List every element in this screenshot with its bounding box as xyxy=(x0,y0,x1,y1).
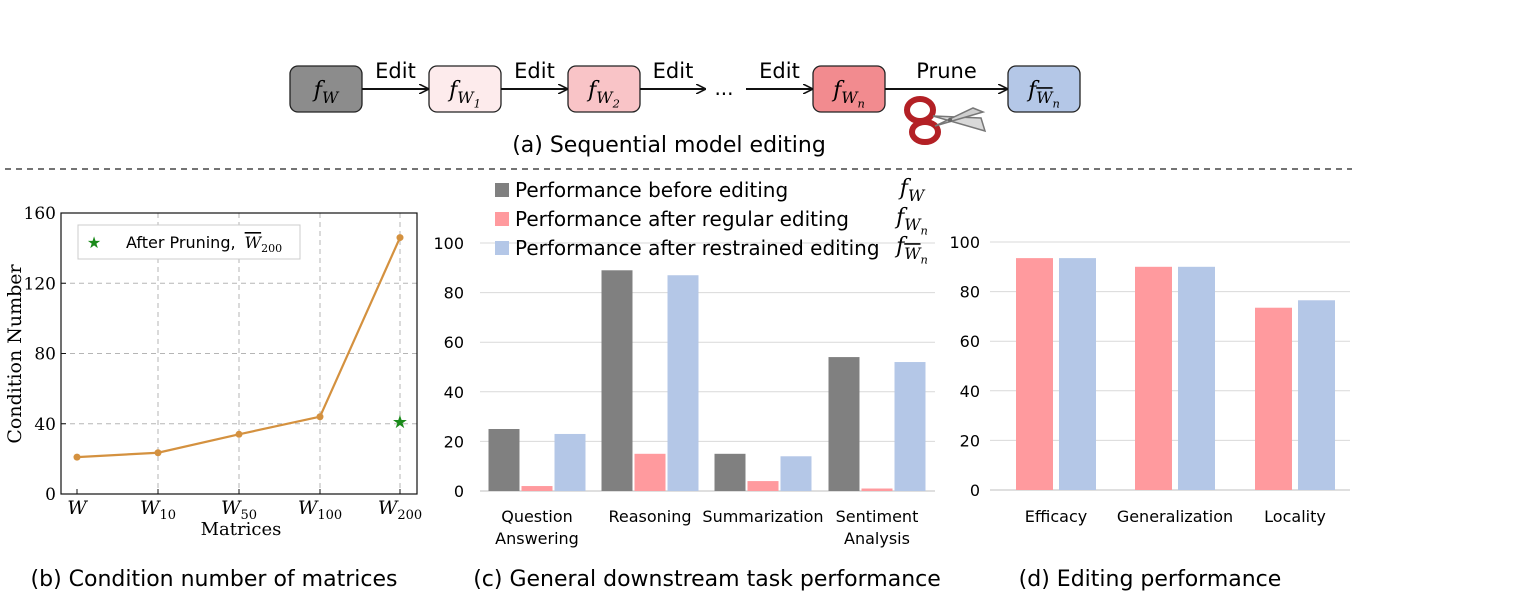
x-tick-label: Locality xyxy=(1264,507,1326,526)
arrow-label: Edit xyxy=(375,59,416,83)
x-tick-label: W200 xyxy=(378,497,422,523)
y-tick-label: 120 xyxy=(24,274,56,294)
y-tick-label: 40 xyxy=(34,415,56,435)
x-tick-label: Reasoning xyxy=(608,507,691,526)
legend-label: After Pruning, W200 xyxy=(126,233,282,255)
scissors-icon xyxy=(904,96,987,145)
bar xyxy=(1016,258,1053,490)
bar xyxy=(1059,258,1096,490)
x-tick-label: W10 xyxy=(140,497,176,523)
model-node: fW xyxy=(289,65,363,113)
model-node-box xyxy=(1007,65,1081,113)
legend-swatch xyxy=(495,241,509,255)
condition-number-chart: 0 40 80 120 160 W W10 W50 W100 W200 ★ ★ After Pr… xyxy=(4,204,422,592)
legend-swatch xyxy=(495,183,509,197)
legend-label: Performance before editing xyxy=(515,178,788,202)
editing-performance-chart: 0 20 40 60 80 100 Efficacy Generalization Local… xyxy=(949,233,1350,592)
bar xyxy=(601,270,633,491)
x-tick-label: Analysis xyxy=(844,529,910,548)
y-tick-label: 20 xyxy=(960,431,980,450)
y-tick-label: 0 xyxy=(454,482,464,501)
y-tick-label: 20 xyxy=(444,432,464,451)
chart-b-caption: (b) Condition number of matrices xyxy=(31,567,398,592)
data-point xyxy=(73,453,81,461)
bar xyxy=(1135,266,1172,490)
pipeline-caption: (a) Sequential model editing xyxy=(512,133,826,158)
x-tick-label: Sentiment xyxy=(836,507,919,526)
chart-b-legend: ★ After Pruning, W200 xyxy=(77,224,301,260)
x-tick-label: Generalization xyxy=(1117,507,1233,526)
arrow-label: Edit xyxy=(759,59,800,83)
model-node: fWn xyxy=(812,65,886,113)
data-point xyxy=(154,449,162,457)
x-tick-label: Answering xyxy=(495,529,579,548)
chart-c-legend: Performance before editing fW Performance … xyxy=(495,176,928,267)
arrow-label: Edit xyxy=(514,59,555,83)
x-tick-label: Summarization xyxy=(702,507,823,526)
x-tick-label: Efficacy xyxy=(1025,507,1087,526)
bar xyxy=(667,275,699,491)
bar xyxy=(828,357,860,491)
y-tick-label: 80 xyxy=(960,283,980,302)
x-tick-label: Question xyxy=(501,507,573,526)
sequential-editing-diagram: fW fW1 fW2 fWn fWn Edit Edit Edit Edit Prune ...… xyxy=(289,59,1081,158)
legend-label: Performance after restrained editing xyxy=(515,236,880,260)
y-tick-label: 0 xyxy=(970,481,980,500)
bar xyxy=(780,456,812,491)
chart-b-ylabel: Condition Number xyxy=(4,263,26,443)
y-tick-label: 160 xyxy=(24,204,56,224)
bar xyxy=(488,429,520,491)
bar xyxy=(861,488,893,491)
legend-symbol: fWn xyxy=(894,205,928,238)
bar xyxy=(747,481,779,491)
y-tick-label: 100 xyxy=(433,234,464,253)
data-point xyxy=(235,430,243,438)
downstream-task-chart: 0 20 40 60 80 100 Question Answering Reasoning S… xyxy=(433,176,940,592)
ellipsis: ... xyxy=(714,76,733,100)
legend-symbol: fW xyxy=(898,176,926,205)
y-tick-label: 40 xyxy=(444,383,464,402)
x-tick-label: W50 xyxy=(221,497,257,523)
chart-c-caption: (c) General downstream task performance xyxy=(473,567,941,592)
y-tick-label: 40 xyxy=(960,382,980,401)
after-pruning-point: ★ xyxy=(392,412,408,433)
arrow-label: Edit xyxy=(653,59,694,83)
chart-b-xlabel: Matrices xyxy=(201,519,282,540)
legend-symbol: fWn xyxy=(894,234,928,267)
bar xyxy=(1178,266,1215,490)
y-tick-label: 0 xyxy=(45,485,56,505)
bar xyxy=(1298,300,1335,490)
data-point xyxy=(396,234,404,242)
bar xyxy=(714,453,746,491)
bar xyxy=(894,362,926,491)
model-node: fWn xyxy=(1007,65,1081,113)
model-node: fW2 xyxy=(567,65,641,113)
legend-swatch xyxy=(495,212,509,226)
y-tick-label: 80 xyxy=(34,345,56,365)
chart-d-caption: (d) Editing performance xyxy=(1019,567,1282,592)
legend-label: Performance after regular editing xyxy=(515,207,849,231)
bar xyxy=(521,486,553,491)
x-tick-label: W100 xyxy=(298,497,342,523)
y-tick-label: 60 xyxy=(444,333,464,352)
data-point xyxy=(316,413,324,421)
y-tick-label: 80 xyxy=(444,284,464,303)
bar xyxy=(634,453,666,491)
model-node: fW1 xyxy=(428,65,502,113)
legend-star-icon: ★ xyxy=(87,233,101,252)
y-tick-label: 60 xyxy=(960,332,980,351)
x-tick-label: W xyxy=(67,497,88,519)
y-tick-label: 100 xyxy=(949,233,980,252)
arrow-label: Prune xyxy=(916,59,976,83)
bar xyxy=(554,433,586,491)
bar xyxy=(1255,307,1292,490)
